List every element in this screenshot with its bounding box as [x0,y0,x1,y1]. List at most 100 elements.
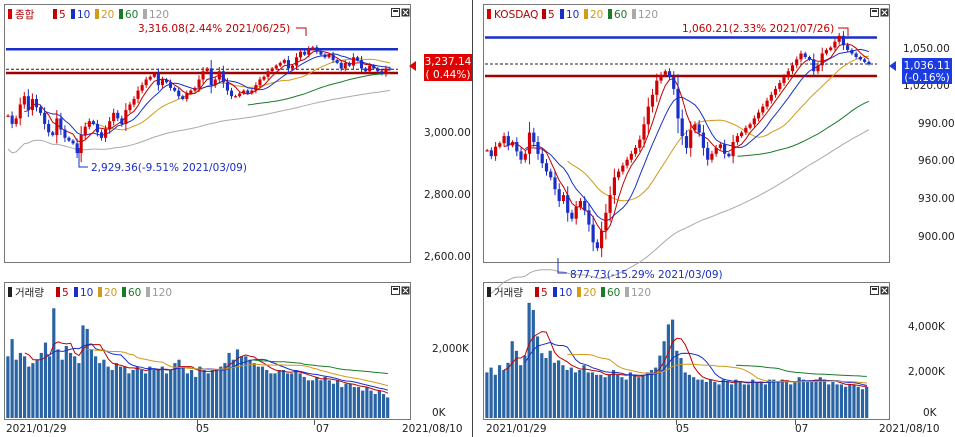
candle-down [331,54,335,61]
current-change: (-0.16%) [904,72,949,84]
candle-up [295,57,299,66]
ma60-swatch-icon [119,9,123,19]
volume-bar [102,359,106,418]
volume-bar [260,366,265,418]
candle-down [697,124,701,133]
candle-up [494,146,498,157]
x-tick-label: 2021/08/10 [879,423,940,435]
candle-down [315,47,319,52]
candle-down [803,53,807,57]
candle-up [254,85,258,91]
volume-bar [27,366,31,418]
maximize-icon-bar [393,10,398,12]
maximize-icon[interactable] [391,286,400,295]
ma60-label: 60 [128,287,141,299]
candle-up [30,99,34,111]
volume-bar [177,359,181,418]
maximize-icon[interactable] [391,8,400,17]
close-icon-x [402,287,409,294]
current-price-marker-icon [409,61,416,71]
close-icon-x [881,287,888,294]
volume-ma60-line [254,359,388,375]
candle-down [812,59,816,72]
volume-bar [148,366,152,418]
left-high-pointer [296,27,307,36]
volume-bar [369,390,373,418]
left-high-annotation: 3,316.08(2.44% 2021/06/25) [138,23,290,35]
volume-bar [306,380,310,418]
ma60-line [737,100,870,157]
candle-down [355,57,359,61]
candle-up [343,62,347,69]
candle-down [319,51,323,55]
current-price: 3,237.14 [425,56,472,68]
maximize-icon[interactable] [870,286,879,295]
candle-up [744,127,748,133]
candle-up [731,142,735,157]
candle-down [230,90,234,97]
left-volume-window-buttons[interactable] [391,286,410,295]
right-volume-window-buttons[interactable] [870,286,889,295]
candle-up [144,79,148,86]
ma5-line [24,50,391,143]
volume-bar [628,372,632,418]
volume-bar [493,374,497,418]
volume-bar [590,372,594,418]
ma120-line [486,129,870,294]
volume-bar [327,380,331,418]
candle-down [51,132,55,136]
candle-down [583,201,587,211]
candle-down [676,88,680,119]
candle-up [829,47,833,50]
candle-up [824,50,828,54]
volume-bar [98,363,102,418]
left-price-window-buttons[interactable] [391,8,410,17]
volume-bar [286,373,290,418]
candle-up [837,35,841,42]
candle-down [26,96,30,111]
ma120-label: 120 [149,9,169,21]
volume-bar [348,383,352,418]
candle-down [380,71,384,74]
candle-up [757,112,761,119]
volume-bar [294,370,298,418]
volume-bar [52,308,56,418]
current-change: ( 0.44%) [426,69,471,81]
left-date-axis: 2021/01/29 05 07 2021/08/10 [6,420,463,435]
volume-bar-icon [8,287,12,297]
ma5-swatch-icon [535,287,539,297]
volume-bar [331,383,336,418]
volume-bar [725,382,729,418]
volume-bar [692,377,696,418]
candle-up [258,79,262,86]
volume-bar [865,386,869,418]
ma120-swatch-icon [625,287,629,297]
maximize-icon[interactable] [870,8,879,17]
candle-down [209,68,213,86]
ma20-label: 20 [101,9,114,21]
candle-up [752,118,756,125]
volume-bar [531,310,535,418]
ma120-line [7,90,391,154]
candle-down [303,51,307,55]
candle-down [339,62,343,69]
volume-bar [198,366,202,418]
ma5-swatch-icon [53,9,57,19]
left-price-axis: 3,000.00 2,800.00 2,600.00 [424,127,471,263]
ma60-label: 60 [614,9,627,21]
candle-down [570,212,574,219]
candle-down [335,60,339,63]
volume-bar [315,376,319,418]
volume-bar [730,384,734,418]
volume-bar [73,356,77,418]
y-tick-label: 960.00 [918,155,955,167]
volume-bar [498,365,502,418]
candle-down [540,153,544,164]
candle-up [765,100,769,107]
candle-up [617,171,621,178]
volume-bar [633,374,637,418]
ma5-label: 5 [62,287,69,299]
volume-bar [738,382,742,418]
volume-bar [144,373,148,418]
right-price-window-buttons[interactable] [870,8,889,17]
